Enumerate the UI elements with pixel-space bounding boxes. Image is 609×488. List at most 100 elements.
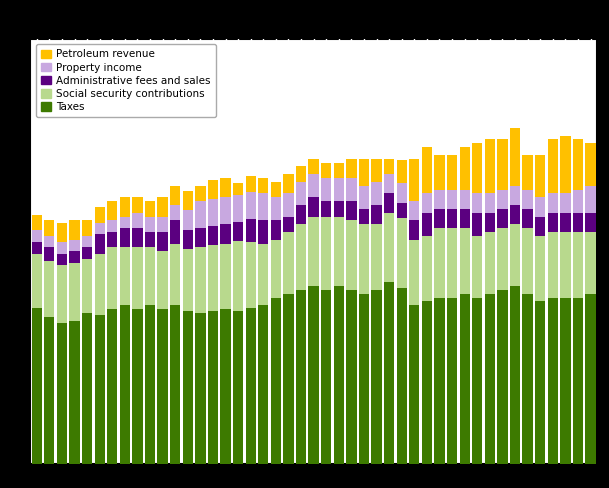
Bar	[573, 213, 583, 232]
Bar	[472, 193, 482, 213]
Bar	[447, 209, 457, 228]
Bar	[170, 244, 180, 305]
Bar	[460, 189, 470, 209]
Bar	[309, 174, 319, 197]
Bar	[57, 242, 67, 254]
Bar	[371, 205, 382, 224]
Bar	[271, 298, 281, 464]
Bar	[208, 311, 218, 464]
Bar	[523, 294, 533, 464]
Bar	[321, 178, 331, 201]
Bar	[57, 254, 67, 265]
Bar	[208, 245, 218, 311]
Bar	[170, 221, 180, 244]
Bar	[120, 228, 130, 247]
Bar	[69, 321, 80, 464]
Bar	[498, 290, 507, 464]
Bar	[422, 213, 432, 236]
Bar	[296, 182, 306, 205]
Bar	[460, 209, 470, 228]
Bar	[245, 242, 256, 307]
Bar	[158, 197, 167, 217]
Bar	[523, 228, 533, 294]
Bar	[560, 213, 571, 232]
Bar	[220, 244, 231, 309]
Bar	[132, 309, 143, 464]
Bar	[547, 298, 558, 464]
Bar	[321, 201, 331, 217]
Bar	[485, 213, 495, 232]
Bar	[32, 242, 42, 254]
Bar	[271, 197, 281, 221]
Bar	[258, 221, 269, 244]
Bar	[422, 193, 432, 213]
Bar	[44, 236, 54, 247]
Bar	[510, 224, 520, 286]
Bar	[447, 155, 457, 189]
Bar	[472, 143, 482, 193]
Bar	[283, 232, 294, 294]
Bar	[585, 186, 596, 213]
Bar	[396, 203, 407, 218]
Bar	[309, 217, 319, 286]
Bar	[296, 224, 306, 290]
Bar	[32, 215, 42, 230]
Bar	[347, 178, 356, 201]
Bar	[107, 232, 118, 247]
Bar	[69, 263, 80, 321]
Bar	[145, 305, 155, 464]
Bar	[283, 174, 294, 193]
Bar	[560, 136, 571, 193]
Bar	[183, 191, 193, 210]
Bar	[359, 294, 369, 464]
Bar	[547, 232, 558, 298]
Bar	[560, 193, 571, 213]
Bar	[94, 315, 105, 464]
Bar	[271, 221, 281, 240]
Bar	[498, 209, 507, 228]
Bar	[183, 311, 193, 464]
Bar	[158, 217, 167, 232]
Bar	[145, 201, 155, 217]
Bar	[460, 294, 470, 464]
Bar	[472, 298, 482, 464]
Bar	[396, 160, 407, 183]
Bar	[396, 183, 407, 203]
Bar	[384, 159, 394, 174]
Bar	[409, 221, 420, 240]
Bar	[69, 251, 80, 263]
Bar	[447, 298, 457, 464]
Bar	[208, 199, 218, 226]
Bar	[384, 282, 394, 464]
Bar	[145, 217, 155, 232]
Bar	[283, 193, 294, 217]
Bar	[535, 236, 545, 302]
Bar	[258, 178, 269, 193]
Bar	[44, 221, 54, 236]
Bar	[208, 226, 218, 245]
Bar	[560, 232, 571, 298]
Bar	[409, 305, 420, 464]
Bar	[82, 236, 92, 247]
Bar	[447, 189, 457, 209]
Bar	[158, 232, 167, 251]
Bar	[170, 205, 180, 221]
Bar	[334, 201, 344, 217]
Bar	[233, 311, 243, 464]
Bar	[94, 234, 105, 254]
Bar	[183, 230, 193, 249]
Bar	[371, 290, 382, 464]
Bar	[321, 290, 331, 464]
Bar	[347, 159, 356, 178]
Bar	[208, 180, 218, 199]
Bar	[195, 247, 205, 313]
Bar	[82, 221, 92, 236]
Bar	[195, 228, 205, 247]
Bar	[120, 247, 130, 305]
Bar	[245, 192, 256, 219]
Bar	[283, 217, 294, 232]
Bar	[422, 302, 432, 464]
Bar	[547, 213, 558, 232]
Bar	[347, 290, 356, 464]
Bar	[220, 178, 231, 197]
